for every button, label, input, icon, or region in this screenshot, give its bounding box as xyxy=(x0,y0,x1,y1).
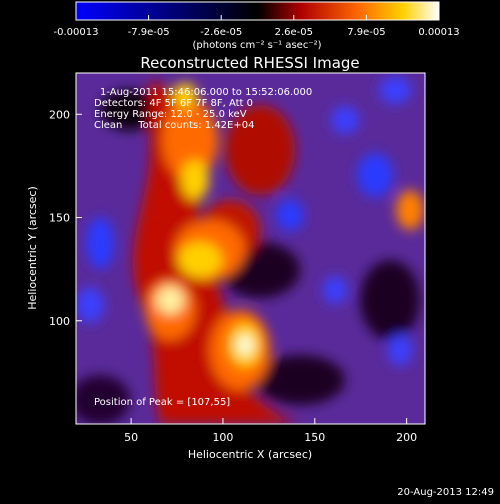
plot-frame xyxy=(75,72,426,425)
time-range-text: 1-Aug-2011 15:46:06.000 to 15:52:06.000 xyxy=(100,87,313,98)
x-tick-label: 200 xyxy=(396,431,417,444)
colorbar-tick-label: 2.6e-05 xyxy=(275,27,313,38)
colorbar-tick-label: -7.9e-05 xyxy=(128,27,170,38)
colorbar-tick-label: 0.00013 xyxy=(418,27,459,38)
energy-range-text: Energy Range: 12.0 - 25.0 keV xyxy=(94,109,247,120)
chart-title: Reconstructed RHESSI Image xyxy=(140,54,359,72)
colorbar-tick-label: -2.6e-05 xyxy=(200,27,242,38)
colorbar-unit-label: (photons cm⁻² s⁻¹ asec⁻²) xyxy=(192,40,321,51)
x-tick-label: 150 xyxy=(304,431,325,444)
x-axis-label: Heliocentric X (arcsec) xyxy=(188,448,312,461)
clean-counts-text: Clean Total counts: 1.42E+04 xyxy=(94,120,255,131)
y-tick-label: 100 xyxy=(49,315,70,328)
peak-position-text: Position of Peak = [107,55] xyxy=(94,397,231,408)
y-axis-ticks: 100 150 200 xyxy=(49,108,82,328)
footer-timestamp: 20-Aug-2013 12:49 xyxy=(397,487,494,498)
heatmap-image xyxy=(76,73,425,424)
x-tick-label: 100 xyxy=(212,431,233,444)
x-tick-label: 50 xyxy=(124,431,138,444)
detectors-text: Detectors: 4F 5F 6F 7F 8F, Att 0 xyxy=(94,98,254,109)
y-axis-label: Heliocentric Y (arcsec) xyxy=(26,186,39,310)
colorbar-tick-label: 7.9e-05 xyxy=(347,27,385,38)
colorbar xyxy=(75,1,440,21)
image-info: 1-Aug-2011 15:46:06.000 to 15:52:06.000 … xyxy=(94,87,312,131)
colorbar-ticks: -0.00013 -7.9e-05 -2.6e-05 2.6e-05 7.9e-05 0.… xyxy=(54,15,460,38)
x-axis-ticks: 50 100 150 200 xyxy=(124,418,417,444)
y-tick-label: 150 xyxy=(49,212,70,225)
y-tick-label: 200 xyxy=(49,108,70,121)
colorbar-tick-label: -0.00013 xyxy=(54,27,99,38)
